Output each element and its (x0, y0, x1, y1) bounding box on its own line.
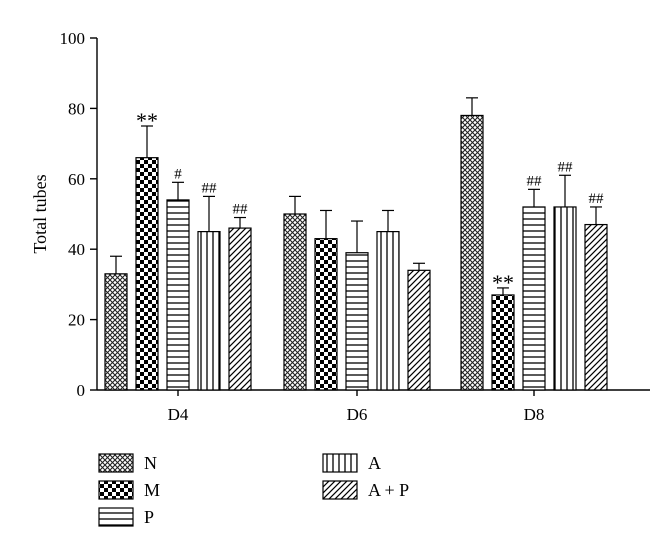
bar (283, 213, 307, 391)
y-axis-label: Total tubes (30, 174, 50, 253)
bar (166, 199, 190, 391)
bars-group: **#####**###### (104, 97, 608, 391)
significance-label: ## (558, 159, 574, 175)
significance-label: ## (233, 202, 249, 218)
legend-swatch (322, 480, 358, 500)
bar (135, 157, 159, 391)
significance-label: # (174, 166, 182, 182)
y-tick-label: 80 (68, 99, 85, 118)
legend-swatch (98, 507, 134, 527)
x-tick-label: D8 (524, 405, 545, 424)
bar (104, 273, 128, 391)
legend: NMP A A + P (98, 453, 409, 527)
bar (314, 238, 338, 391)
bar (491, 294, 515, 391)
bar (228, 227, 252, 391)
y-tick-label: 40 (68, 240, 85, 259)
legend-swatch (98, 480, 134, 500)
significance-label: ## (202, 180, 218, 196)
bar (460, 114, 484, 391)
significance-label: ## (527, 173, 543, 189)
significance-label: ** (136, 108, 158, 133)
bar (407, 269, 431, 391)
bar (197, 231, 221, 391)
x-axis: D4 D6 D8 (97, 389, 650, 424)
y-tick-label: 20 (68, 311, 85, 330)
y-axis: 0 20 40 60 80 100 (60, 29, 98, 400)
legend-label: A + P (368, 480, 409, 500)
legend-label: P (144, 507, 154, 527)
bar (553, 206, 577, 391)
legend-swatch (98, 453, 134, 473)
y-tick-label: 60 (68, 170, 85, 189)
legend-label: N (144, 453, 157, 473)
y-tick-label: 100 (60, 29, 86, 48)
bar (522, 206, 546, 391)
legend-label: A (368, 453, 381, 473)
significance-label: ## (589, 191, 605, 207)
x-tick-label: D6 (347, 405, 368, 424)
significance-label: ** (492, 270, 514, 295)
y-tick-label: 0 (77, 381, 86, 400)
x-tick-label: D4 (168, 405, 189, 424)
legend-label: M (144, 480, 160, 500)
legend-swatch (322, 453, 358, 473)
bar (376, 231, 400, 391)
bar (345, 252, 369, 391)
bar (584, 223, 608, 391)
